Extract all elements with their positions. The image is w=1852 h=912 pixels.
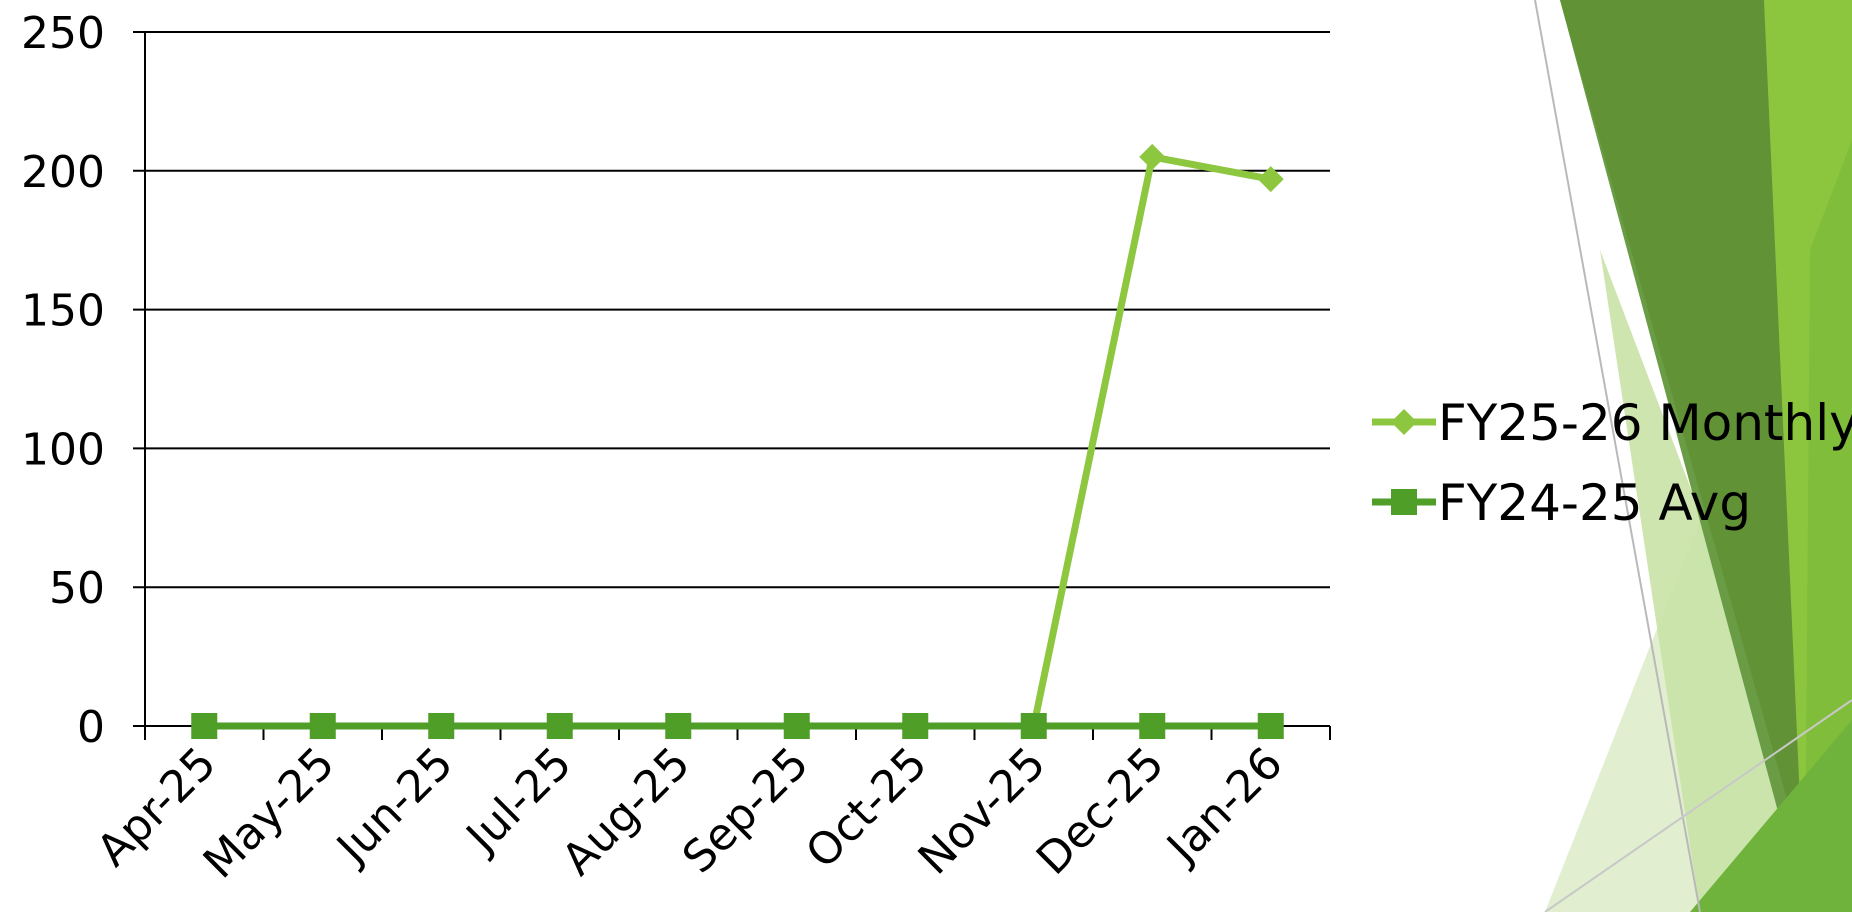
x-tick-label: Jun-25	[325, 738, 463, 876]
series-point	[902, 713, 929, 739]
y-tick-label: 150	[21, 286, 105, 337]
x-tick-label: Nov-25	[909, 738, 1056, 885]
decor-thin-line-2	[1544, 699, 1852, 912]
series-point	[1020, 713, 1047, 739]
x-tick-label: Sep-25	[673, 738, 819, 884]
series-point	[1257, 166, 1284, 193]
y-tick-label: 100	[21, 424, 105, 475]
y-axis-tick-labels: 0 50 100 150 200 250	[21, 8, 105, 753]
x-tick-label: Oct-25	[796, 738, 937, 879]
x-axis-tick-labels: Apr-25May-25Jun-25Jul-25Aug-25Sep-25Oct-…	[87, 738, 1292, 889]
legend-swatch-marker	[1391, 409, 1417, 435]
gridlines	[133, 31, 1330, 727]
series-line	[204, 153, 1272, 730]
legend: FY25-26 Monthly FY24-25 Avg	[1372, 394, 1852, 532]
series-point	[1257, 713, 1284, 739]
slide-decoration	[1534, 0, 1852, 912]
x-tick-label: Jan-26	[1156, 738, 1293, 875]
x-tick-label: Dec-25	[1027, 738, 1174, 885]
series-point	[665, 713, 692, 739]
series-point	[546, 713, 573, 739]
series-lines	[191, 143, 1284, 739]
series-point	[309, 713, 336, 739]
series-point	[783, 713, 810, 739]
legend-swatch-marker	[1391, 489, 1417, 515]
legend-label: FY24-25 Avg	[1438, 474, 1751, 532]
series-point	[1139, 713, 1166, 739]
axes	[144, 32, 1331, 740]
decor-bottom-triangle	[1690, 720, 1852, 912]
series-point	[1139, 143, 1166, 170]
series-point	[191, 713, 218, 739]
decor-dark-band-2	[1560, 0, 1810, 880]
x-tick-label: May-25	[194, 738, 345, 889]
decor-mid-band	[1805, 140, 1852, 912]
y-tick-label: 0	[77, 702, 105, 753]
y-tick-label: 50	[49, 563, 105, 614]
decor-thin-line	[1534, 0, 1701, 912]
legend-label: FY25-26 Monthly	[1438, 394, 1852, 452]
series-point	[428, 713, 455, 739]
y-tick-label: 200	[21, 147, 105, 198]
x-tick-label: Aug-25	[552, 738, 700, 886]
y-tick-label: 250	[21, 8, 105, 59]
